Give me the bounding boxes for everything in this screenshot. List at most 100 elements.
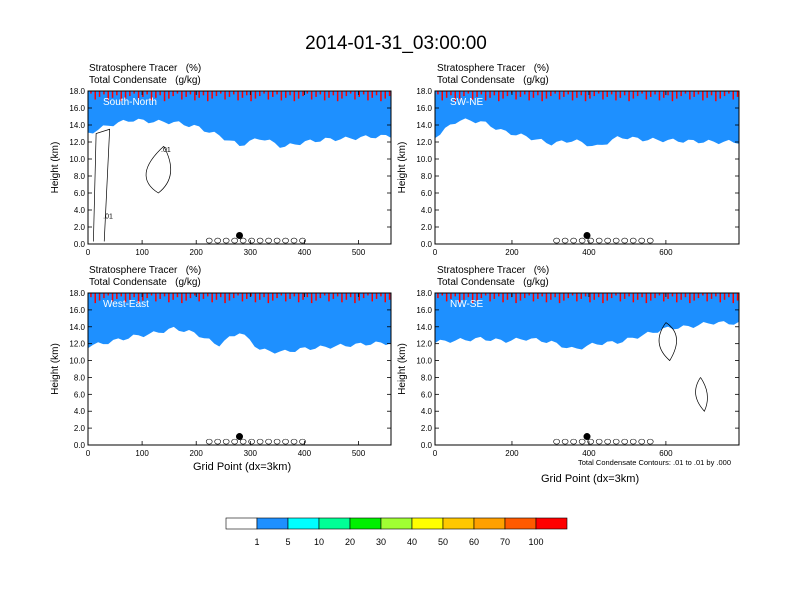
tracer-spike: [107, 293, 109, 296]
panel-name: West-East: [103, 299, 149, 310]
tracer-spike: [610, 293, 613, 299]
colorbar: 1 5 10 20 30 40 50 60 70 100: [225, 517, 568, 547]
tracer-spike: [493, 91, 496, 96]
colorbar-swatch: [473, 517, 506, 530]
tracer-spike: [710, 91, 713, 96]
colorbar-swatch: [287, 517, 320, 530]
tracer-spike: [498, 91, 500, 102]
tracer-spike: [445, 91, 448, 98]
tracer-spike: [554, 91, 556, 94]
tracer-spike: [576, 293, 578, 302]
tracer-spike: [207, 91, 209, 102]
condensate-contour: [214, 237, 221, 244]
tracer-spike: [90, 91, 92, 94]
tracer-spike: [310, 91, 313, 100]
condensate-contour: [646, 438, 654, 445]
colorbar-swatch: [535, 517, 568, 530]
tracer-spike: [228, 91, 231, 97]
panel-header-south-north: Stratosphere Tracer (%) Total Condensate …: [89, 63, 201, 87]
condensate-contour: [282, 237, 289, 244]
condensate-contour: [256, 237, 264, 244]
tracer-spike: [528, 293, 530, 296]
panel-header-west-east: Stratosphere Tracer (%) Total Condensate …: [89, 265, 201, 289]
tracer-spike: [537, 91, 539, 96]
tracer-spike: [111, 91, 114, 98]
tracer-spike: [129, 91, 131, 97]
tracer-spike: [563, 293, 565, 301]
tracer-spike: [150, 293, 153, 296]
tracer-spike: [467, 293, 470, 298]
tracer-spike: [159, 293, 161, 299]
condensate-contour: [205, 237, 213, 244]
y-tick-label: 12.0: [69, 340, 85, 349]
tracer-spike: [181, 293, 183, 304]
tracer-spike: [293, 293, 296, 297]
tracer-spike: [198, 91, 200, 98]
condensate-contour: [290, 438, 298, 445]
tracer-spike: [558, 91, 561, 100]
tracer-spike: [650, 293, 652, 301]
y-tick-label: 12.0: [69, 138, 85, 147]
tracer-spike: [728, 293, 730, 298]
tracer-spike: [276, 91, 278, 95]
tracer-spike: [623, 91, 626, 96]
tracer-spike: [658, 293, 661, 296]
tracer-spike: [315, 293, 317, 301]
y-axis-label: Height (km): [397, 142, 408, 194]
tracer-spike: [259, 91, 261, 97]
tracer-spike: [293, 91, 296, 102]
tracer-spike: [129, 293, 131, 300]
condensate-contour: [587, 438, 594, 445]
tracer-spike: [384, 91, 386, 99]
tracer-spike: [519, 293, 522, 301]
tracer-spike: [224, 91, 226, 100]
tracer-spike: [697, 91, 700, 95]
tracer-spike: [142, 293, 144, 301]
tracer-spike: [597, 293, 600, 298]
tracer-spike: [702, 293, 704, 296]
colorbar-swatch: [380, 517, 413, 530]
x-tick-label: 100: [135, 248, 149, 257]
y-tick-label: 16.0: [416, 104, 432, 113]
condensate-contour: [222, 237, 230, 244]
tracer-spike: [380, 91, 382, 102]
y-axis-label: Height (km): [50, 142, 61, 194]
tracer-spike: [103, 293, 105, 299]
tracer-spike: [133, 91, 135, 94]
tracer-spike: [484, 91, 487, 101]
tracer-spike: [168, 91, 170, 99]
tracer-spike: [658, 91, 661, 101]
tracer-spike: [515, 91, 517, 100]
y-tick-label: 8.0: [74, 373, 86, 382]
tracer-spike: [454, 293, 456, 297]
x-tick-label: 400: [582, 449, 596, 458]
tracer-spike: [602, 91, 604, 100]
y-tick-label: 14.0: [416, 323, 432, 332]
y-tick-label: 18.0: [416, 289, 432, 298]
x-tick-label: 600: [659, 248, 673, 257]
tracer-spike: [228, 293, 231, 301]
contour-note: Total Condensate Contours: .01 to .01 by…: [578, 458, 732, 467]
tracer-spike: [250, 293, 252, 297]
tracer-spike: [454, 91, 456, 102]
y-tick-label: 10.0: [69, 155, 85, 164]
tracer-spike: [272, 293, 274, 301]
tracer-spike: [233, 293, 235, 299]
location-marker: [236, 433, 243, 441]
header-line-tracer: Stratosphere Tracer (%): [89, 265, 202, 276]
x-axis-label-west-east: Grid Point (dx=3km): [193, 461, 292, 473]
y-tick-label: 2.0: [74, 223, 86, 232]
x-tick-label: 0: [86, 248, 91, 257]
page-title: 2014-01-31_03:00:00: [305, 33, 487, 54]
tracer-spike: [645, 91, 648, 100]
tracer-spike: [593, 91, 595, 97]
tracer-spike: [211, 293, 213, 303]
tracer-spike: [237, 91, 239, 101]
x-tick-label: 300: [244, 449, 258, 458]
tracer-spike: [589, 293, 591, 303]
tracer-spike: [676, 91, 678, 99]
tracer-spike: [489, 91, 491, 98]
colorbar-label: 10: [314, 537, 324, 547]
tracer-spike: [107, 91, 109, 101]
